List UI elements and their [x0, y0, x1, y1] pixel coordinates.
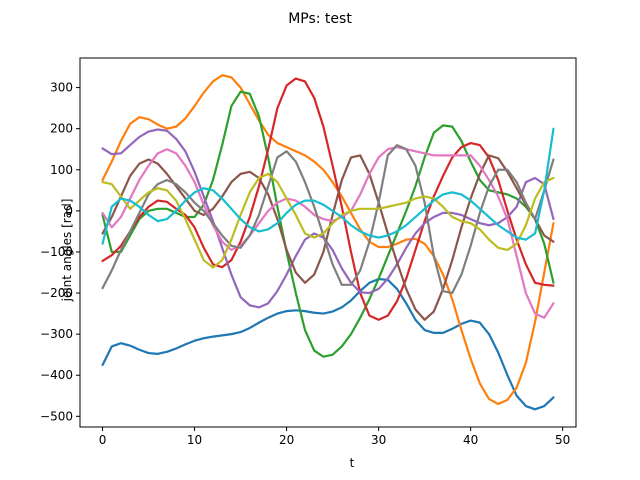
chart-title: MPs: test: [288, 11, 352, 27]
x-tick-label: 50: [555, 433, 570, 447]
x-axis-label: t: [350, 456, 355, 470]
plot-lines: [101, 74, 555, 411]
y-tick-label: −400: [40, 368, 73, 382]
y-tick-label: −100: [40, 245, 73, 259]
x-tick-label: 10: [187, 433, 202, 447]
series-line-5: [101, 154, 555, 321]
series-line-6: [101, 146, 555, 319]
series-line-8: [101, 172, 555, 269]
x-tick-label: 0: [99, 433, 107, 447]
axes-frame: [79, 57, 577, 428]
y-tick-label: 200: [50, 122, 73, 136]
y-tick-label: −300: [40, 327, 73, 341]
series-line-0: [101, 277, 555, 411]
y-tick-label: 300: [50, 81, 73, 95]
series-line-4: [101, 128, 555, 309]
y-tick-label: −500: [40, 409, 73, 423]
series-line-1: [101, 74, 555, 406]
y-tick-label: 100: [50, 163, 73, 177]
x-tick-label: 40: [463, 433, 478, 447]
y-axis: −500 −400 −300 −200 −100 0 100 200 300: [40, 81, 80, 423]
y-tick-label: 0: [65, 204, 73, 218]
y-tick-label: −200: [40, 286, 73, 300]
series-line-7: [101, 144, 555, 295]
x-tick-label: 30: [371, 433, 386, 447]
series-line-9: [101, 127, 555, 245]
x-tick-label: 20: [279, 433, 294, 447]
y-axis-label: joint angles [rad]: [60, 199, 74, 303]
x-axis: 0 10 20 30 40 50: [99, 427, 570, 447]
